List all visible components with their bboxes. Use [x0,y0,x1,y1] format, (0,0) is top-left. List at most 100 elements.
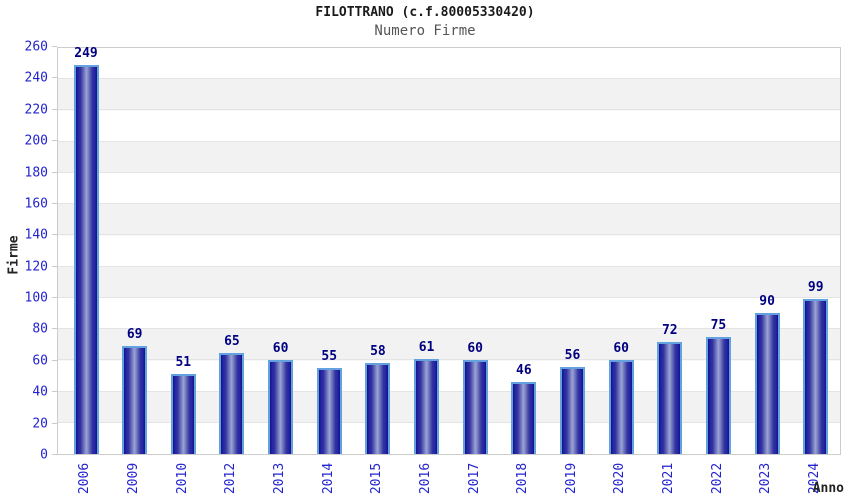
x-tick-label: 2023 [744,457,788,500]
gridline [58,109,840,111]
bar [170,374,196,454]
y-tick-label: 200 [24,133,48,149]
x-tick-label-text: 2023 [758,462,774,495]
x-tick-label-text: 2012 [223,462,239,495]
bar [608,360,634,454]
y-tick-mark [52,108,57,110]
x-axis-title: Anno [812,481,844,496]
x-tick-label: 2006 [63,457,107,500]
x-tick-label-text: 2018 [515,462,531,495]
bar [705,336,731,454]
y-tick-label: 0 [40,447,48,463]
y-tick-mark [52,328,57,330]
y-tick-mark [52,77,57,79]
x-tick-label-text: 2016 [418,462,434,495]
y-tick-mark [52,140,57,142]
x-tick-label-text: 2015 [369,462,385,495]
y-tick-mark [52,297,57,299]
x-tick-label-text: 2006 [77,462,93,495]
x-tick-label: 2015 [355,457,399,500]
x-tick-label: 2013 [258,457,302,500]
bar [365,363,391,454]
x-axis-tick-labels: 2006 2009 2010 2012 2013 2014 2015 2016 2017 2018… [57,457,841,500]
bar [219,352,245,454]
gridline [58,296,840,298]
gridline [58,328,840,330]
gridline [58,140,840,142]
bar [657,341,683,454]
chart-title: FILOTTRANO (c.f.80005330420) [315,5,535,20]
x-tick-label: 2020 [598,457,642,500]
gridline [58,265,840,267]
x-tick-label: 2016 [404,457,448,500]
bar [754,313,780,454]
y-tick-mark [52,46,57,47]
bar [803,299,829,454]
gridline [58,234,840,236]
bar-value-label: 90 [759,294,775,310]
x-tick-label: 2010 [160,457,204,500]
x-tick-label-text: 2020 [612,462,628,495]
bar-value-label: 56 [564,347,581,363]
gridline [58,171,840,173]
x-tick-label-text: 2017 [466,462,482,495]
y-tick-label: 60 [32,353,48,369]
x-tick-label: 2019 [550,457,594,500]
y-tick-mark [52,171,57,173]
y-tick-mark [52,359,57,361]
y-tick-mark [52,265,57,267]
y-tick-label: 260 [24,39,48,55]
y-tick-label: 180 [24,165,48,181]
x-tick-label: 2017 [452,457,496,500]
x-tick-label: 2014 [306,457,350,500]
x-tick-label: 2012 [209,457,253,500]
bar [316,368,342,454]
gridline [58,421,840,423]
x-tick-label-text: 2013 [272,462,288,495]
plot-area: 249 69 51 65 60 55 58 61 60 46 56 60 72 75 90 99 [57,47,841,455]
x-tick-label-text: 2010 [174,462,190,495]
gridline [58,203,840,205]
y-axis-tick-marks [52,46,57,455]
x-tick-label-text: 2019 [564,462,579,495]
bar-value-label: 72 [661,322,678,338]
y-tick-label: 20 [32,416,48,432]
bar [73,65,99,454]
y-tick-label: 220 [24,102,48,118]
bar [462,360,488,454]
x-tick-label-text: 2014 [320,462,336,495]
x-tick-label-text: 2021 [661,462,677,495]
gridline [58,359,840,361]
gridline [58,78,840,80]
x-tick-label-text: 2022 [709,462,725,495]
gridline [58,390,840,392]
y-tick-mark [52,391,57,393]
bar [414,358,440,454]
y-tick-label: 120 [24,259,48,275]
bar-value-label: 99 [807,280,824,296]
bar-value-label: 46 [516,363,532,379]
y-tick-mark [52,454,57,455]
bar-value-label: 61 [418,339,435,355]
bar-value-label: 65 [224,333,240,349]
y-axis-title-text: Firme [6,235,22,275]
y-tick-label: 40 [32,384,48,400]
x-tick-label: 2021 [647,457,691,500]
y-tick-mark [52,234,57,236]
y-axis-tick-labels: 0 20 40 60 80 100 120 140 160 180 200 220 240 260 [0,41,48,462]
y-tick-label: 240 [24,70,48,86]
bar-value-label: 58 [370,344,386,360]
bar-value-label: 249 [74,46,98,62]
bar-value-label: 51 [175,355,192,371]
bar [268,360,294,454]
bar-value-label: 69 [126,327,143,343]
y-tick-mark [52,202,57,204]
y-tick-label: 140 [24,227,48,243]
bar [560,366,585,454]
x-tick-label: 2022 [695,457,739,500]
x-tick-label: 2009 [112,457,156,500]
bar-value-label: 60 [467,341,484,357]
bar-value-label: 60 [613,341,629,357]
x-tick-label: 2018 [501,457,545,500]
bar [511,382,537,454]
